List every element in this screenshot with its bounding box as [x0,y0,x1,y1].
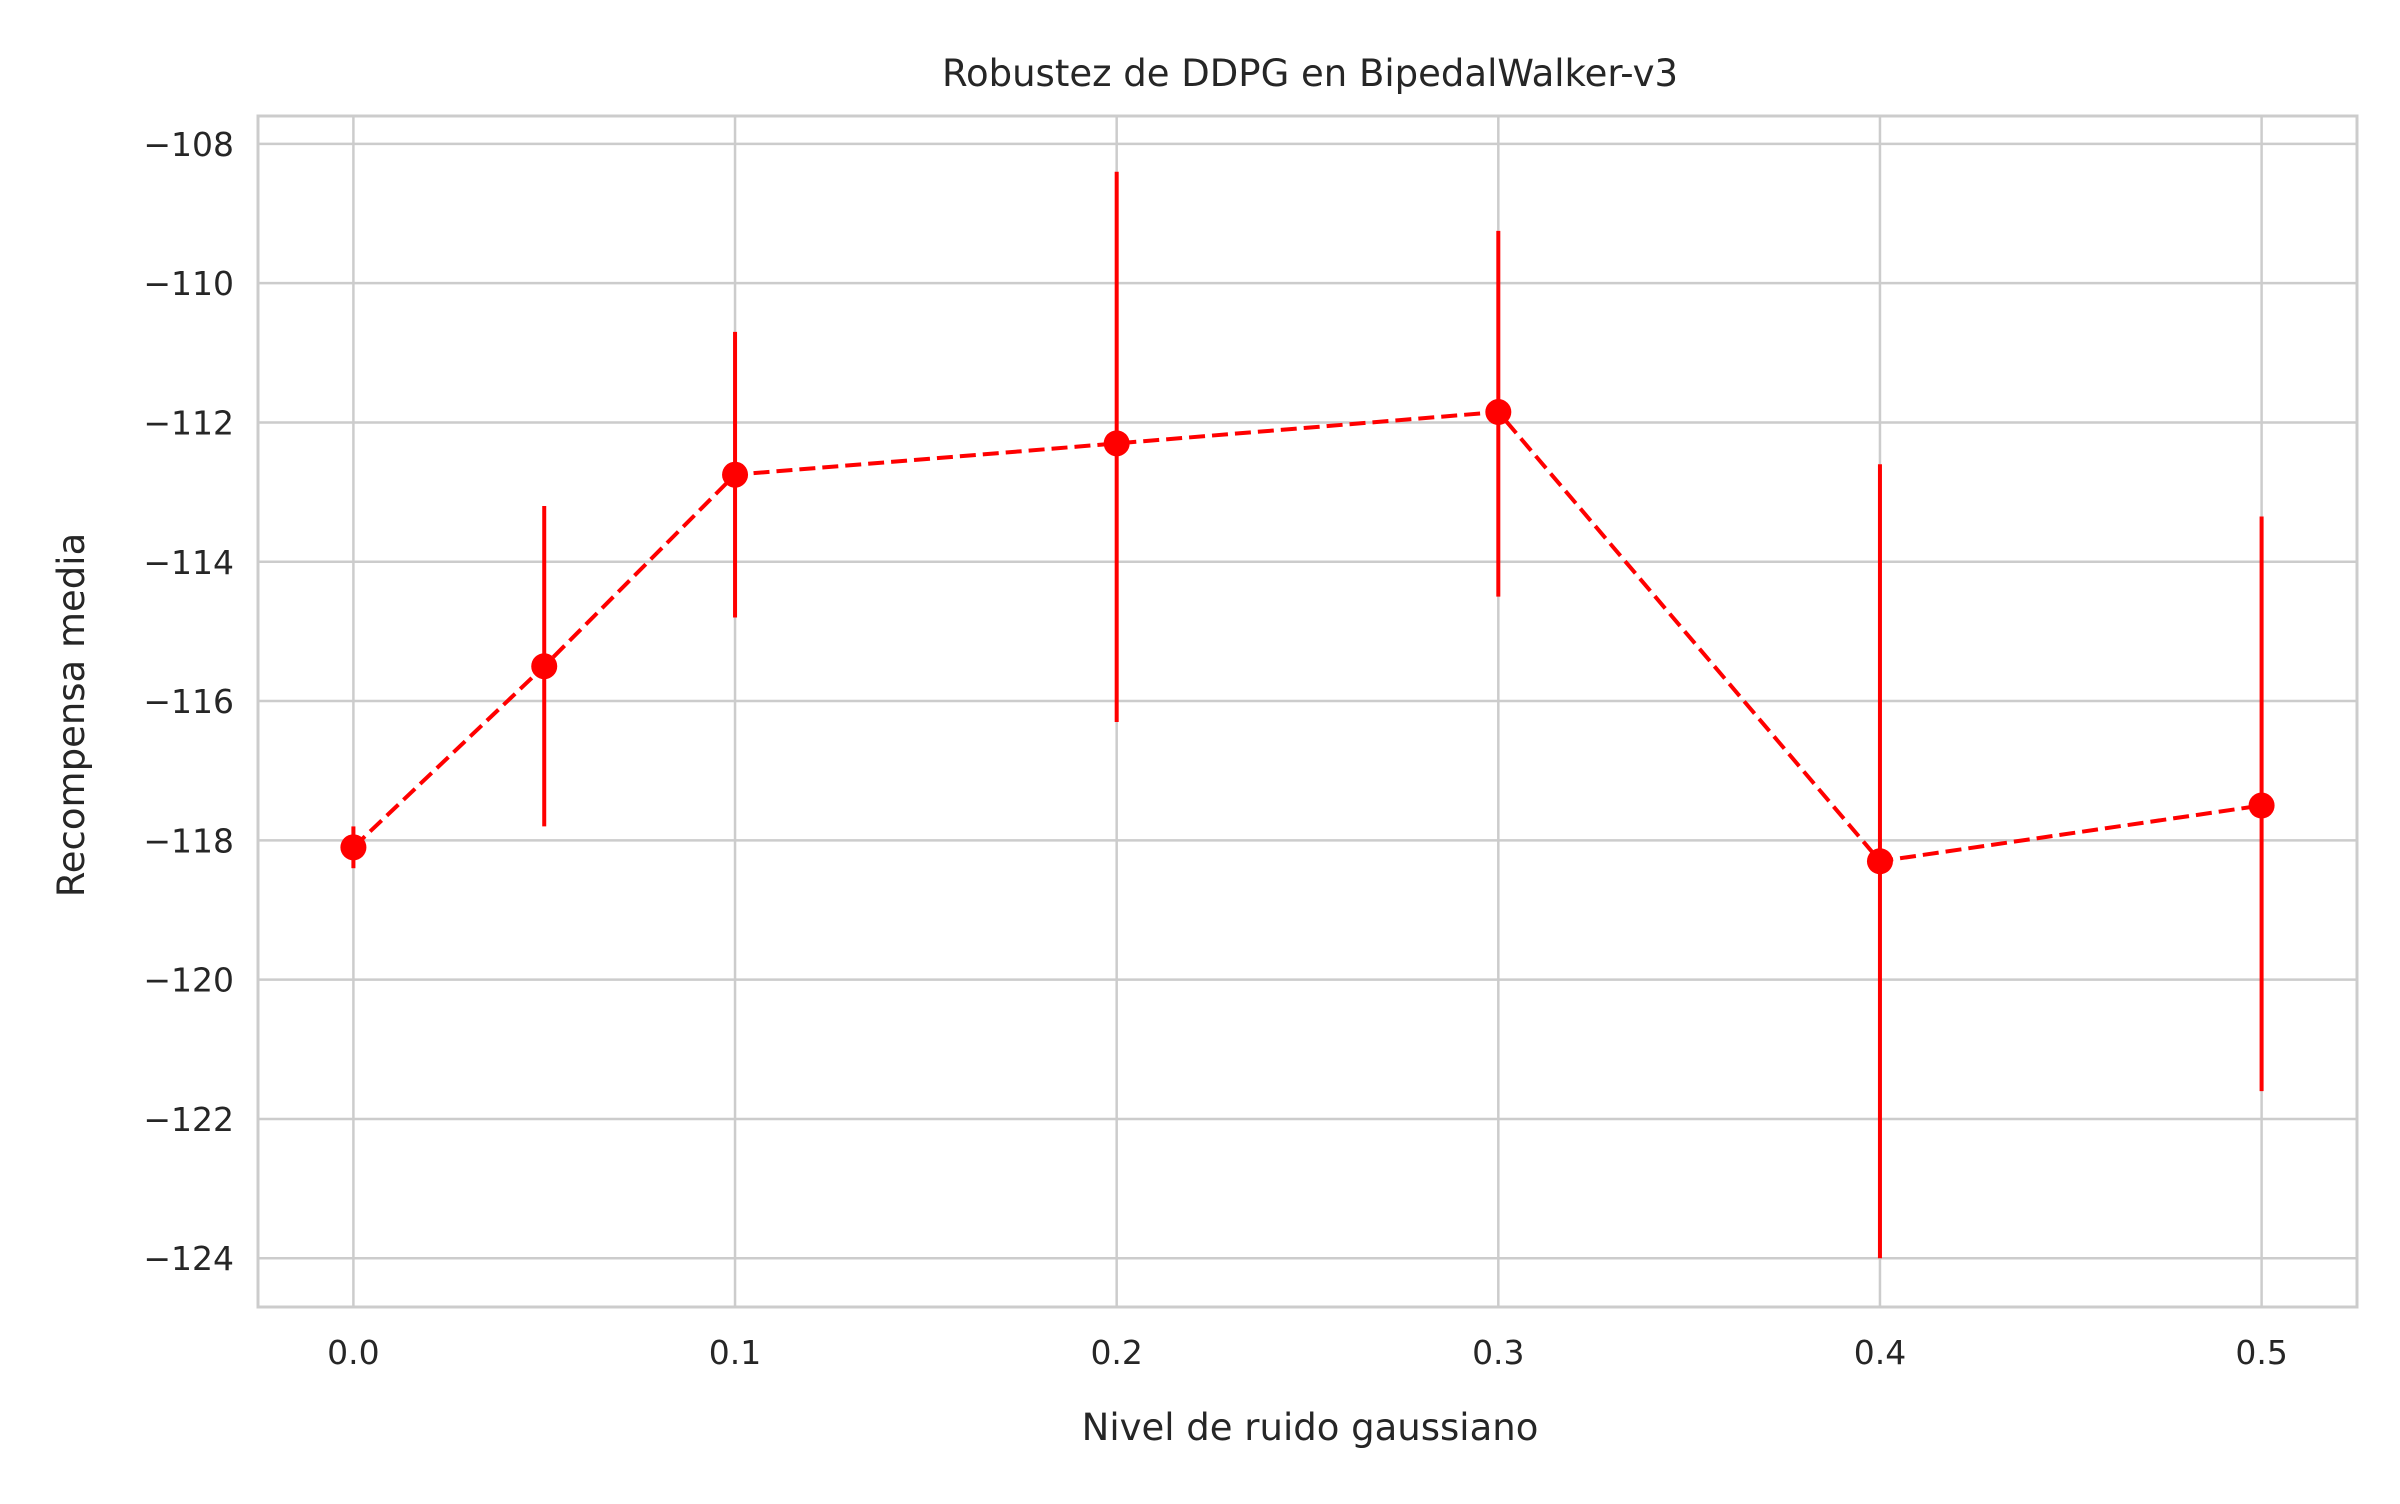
x-axis-label: Nivel de ruido gaussiano [1082,1406,1539,1449]
y-axis-ticks: −108 −110 −112 −114 −116 −118 −120 −122 −124 [143,125,234,1278]
x-tick-label: 0.1 [709,1333,761,1372]
data-point [531,653,558,680]
data-point [340,834,367,861]
x-tick-label: 0.2 [1090,1333,1142,1372]
y-tick-label: −110 [143,264,234,303]
grid [258,116,2357,1307]
data-point [1485,399,1512,426]
y-tick-label: −120 [143,961,234,1000]
y-tick-label: −118 [143,821,234,860]
x-tick-label: 0.3 [1472,1333,1524,1372]
y-tick-label: −124 [143,1239,234,1278]
chart-title: Robustez de DDPG en BipedalWalker-v3 [942,52,1678,95]
y-tick-label: −112 [143,403,234,442]
data-point [722,461,749,488]
data-point [1103,430,1130,457]
y-axis-label: Recompensa media [50,533,93,898]
data-point [1866,848,1893,875]
data-point [2248,792,2275,819]
x-tick-label: 0.4 [1854,1333,1906,1372]
plot-frame [256,114,2359,1309]
y-tick-label: −108 [143,125,234,164]
y-tick-label: −116 [143,682,234,721]
series-line [352,409,2262,864]
y-tick-label: −122 [143,1100,234,1139]
plot-area-border [256,114,2359,1309]
x-axis-ticks: 0.0 0.1 0.2 0.3 0.4 0.5 [327,1333,2288,1372]
y-tick-label: −114 [143,543,234,582]
series [340,171,2275,1259]
x-tick-label: 0.0 [327,1333,379,1372]
x-tick-label: 0.5 [2235,1333,2287,1372]
